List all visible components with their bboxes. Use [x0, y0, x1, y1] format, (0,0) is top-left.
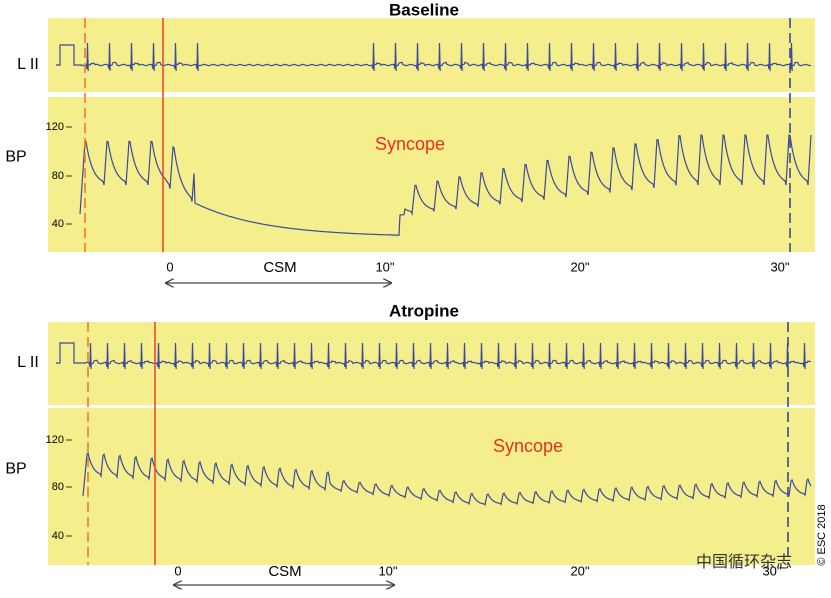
- bp-trace: [79, 134, 812, 236]
- time-label: 20": [570, 563, 589, 578]
- time-label: 10": [378, 563, 397, 578]
- bp-label: BP: [5, 461, 26, 478]
- bp-strip: [48, 97, 815, 252]
- y-tick-label: 120: [46, 121, 64, 133]
- bp-label: BP: [5, 149, 26, 166]
- y-tick-label: 120: [46, 434, 64, 446]
- watermark: 中国循环杂志: [696, 553, 792, 571]
- copyright: © ESC 2018: [816, 504, 828, 565]
- panel-title: Atropine: [389, 301, 459, 320]
- ecg-label: L II: [17, 56, 39, 73]
- time-label: 20": [570, 259, 589, 274]
- y-tick-label: 40: [52, 218, 64, 230]
- time-label: 0: [166, 259, 173, 274]
- time-label: 0: [174, 563, 181, 578]
- y-tick-label: 40: [52, 530, 64, 542]
- panel-title: Baseline: [389, 0, 459, 19]
- ecg-trace: [56, 342, 812, 370]
- intervention-label: CSM: [263, 259, 296, 276]
- bp-trace: [82, 451, 812, 506]
- ecg-label: L II: [17, 354, 39, 371]
- ecg-trace: [56, 42, 812, 72]
- time-label: 30": [762, 563, 781, 578]
- intervention-label: CSM: [268, 563, 301, 580]
- time-label: 30": [770, 259, 789, 274]
- y-tick-label: 80: [52, 170, 64, 182]
- y-tick-label: 80: [52, 481, 64, 493]
- time-label: 10": [375, 259, 394, 274]
- syncope-label: Syncope: [493, 436, 563, 456]
- bp-strip: [48, 408, 815, 565]
- syncope-label: Syncope: [375, 134, 445, 154]
